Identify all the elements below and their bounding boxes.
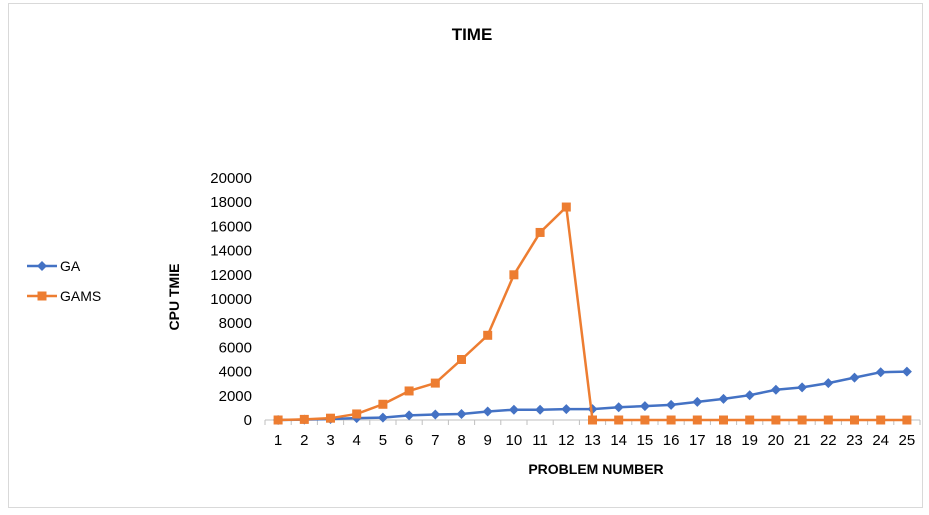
legend-label-gams: GAMS: [60, 288, 101, 304]
legend: GA GAMS: [27, 258, 101, 304]
x-tick-label: 24: [872, 432, 889, 449]
data-point-gams: [561, 202, 571, 212]
data-point-gams: [483, 330, 493, 340]
data-point-ga: [404, 410, 415, 421]
x-tick-label: 3: [326, 432, 334, 449]
x-tick-label: 2: [300, 432, 308, 449]
y-tick-label: 18000: [210, 194, 252, 211]
x-tick-label: 20: [768, 432, 785, 449]
data-point-gams: [771, 415, 781, 425]
data-point-gams: [745, 415, 755, 425]
x-tick-label: 9: [484, 432, 492, 449]
x-tick-label: 7: [431, 432, 439, 449]
data-point-ga: [613, 402, 624, 413]
series-line-gams: [278, 205, 907, 422]
x-tick-label: 23: [846, 432, 863, 449]
data-point-ga: [377, 412, 388, 423]
line-chart: TIME 1 2 3 4 5 6 7 8 9 10 11 12 13 14 15 16 17 18 19 20 21 22…: [27, 25, 921, 477]
data-point-ga: [456, 408, 467, 419]
plot-area: 1 2 3 4 5 6 7 8 9 10 11 12 13 14 15 16 17 18 19 20 21 22 23 24 2…: [210, 170, 921, 449]
data-point-ga: [718, 393, 729, 404]
x-tick-label: 5: [379, 432, 387, 449]
y-tick-label: 14000: [210, 243, 252, 260]
x-tick-label: 17: [689, 432, 706, 449]
x-tick-label: 10: [506, 432, 523, 449]
data-point-ga: [639, 401, 650, 412]
y-tick-label: 16000: [210, 218, 252, 235]
data-point-ga: [744, 390, 755, 401]
data-point-gams: [326, 413, 335, 423]
data-point-ga: [797, 382, 808, 393]
data-point-gams: [378, 399, 388, 409]
x-tick-label: 15: [637, 432, 654, 449]
data-point-gams: [692, 415, 702, 425]
legend-label-ga: GA: [60, 258, 81, 274]
data-point-gams: [823, 415, 833, 425]
y-tick-label: 6000: [219, 339, 252, 356]
data-point-ga: [561, 404, 572, 415]
x-tick-label: 11: [532, 432, 548, 449]
data-point-gams: [509, 270, 519, 280]
y-tick-label: 20000: [210, 170, 252, 187]
y-tick-label: 8000: [219, 315, 252, 332]
x-axis-title: PROBLEM NUMBER: [528, 461, 663, 477]
x-tick-label: 14: [610, 432, 627, 449]
data-point-ga: [901, 366, 912, 377]
data-point-ga: [482, 406, 493, 417]
data-point-gams: [299, 414, 309, 424]
data-point-ga: [666, 399, 677, 410]
y-tick-label: 0: [244, 412, 252, 429]
data-point-gams: [535, 227, 545, 237]
y-tick-label: 10000: [210, 291, 252, 308]
y-tick-label: 2000: [219, 388, 252, 405]
x-tick-label: 25: [899, 432, 916, 449]
chart-title: TIME: [452, 25, 493, 44]
data-point-ga: [508, 404, 519, 415]
data-point-gams: [404, 386, 414, 396]
y-tick-label: 4000: [219, 364, 252, 381]
x-tick-label: 21: [794, 432, 811, 449]
x-tick-label: 16: [663, 432, 680, 449]
data-point-gams: [588, 415, 597, 425]
data-point-gams: [457, 355, 466, 364]
data-point-gams: [352, 409, 362, 419]
data-point-gams: [666, 415, 676, 425]
data-point-ga: [692, 396, 703, 407]
y-tick-label: 12000: [210, 267, 252, 284]
x-tick-label: 1: [274, 432, 282, 449]
x-tick-label: 4: [353, 432, 361, 449]
data-point-gams: [614, 415, 624, 425]
data-point-ga: [535, 404, 546, 415]
data-point-ga: [430, 409, 441, 420]
legend-marker-ga: [37, 261, 47, 271]
data-point-gams: [902, 415, 912, 425]
x-tick-label: 18: [715, 432, 732, 449]
x-tick-label: 19: [741, 432, 758, 449]
y-axis-title: CPU TMIE: [166, 264, 182, 331]
legend-marker-gams: [37, 291, 47, 301]
x-tick-label: 6: [405, 432, 413, 449]
data-point-gams: [876, 415, 886, 425]
chart-area: TIME 1 2 3 4 5 6 7 8 9 10 11 12 13 14 15 16 17 18 19 20 21 22…: [8, 3, 923, 508]
x-tick-label: 22: [820, 432, 837, 449]
x-tick-label: 8: [457, 432, 465, 449]
x-tick-label: 13: [584, 432, 601, 449]
data-point-ga: [849, 372, 860, 383]
data-point-ga: [770, 384, 781, 395]
data-point-gams: [273, 415, 283, 425]
data-point-gams: [797, 415, 807, 425]
data-point-gams: [850, 415, 859, 425]
data-point-ga: [875, 367, 886, 378]
data-point-gams: [719, 415, 728, 425]
x-tick-label: 12: [558, 432, 575, 449]
data-point-ga: [823, 378, 834, 389]
data-point-gams: [640, 415, 650, 425]
data-point-gams: [430, 378, 440, 388]
